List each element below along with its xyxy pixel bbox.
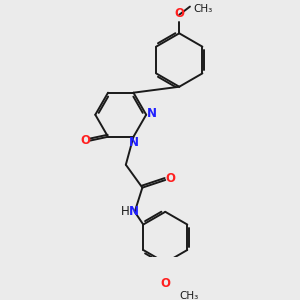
Text: H: H bbox=[121, 205, 129, 218]
Text: N: N bbox=[128, 205, 139, 218]
Text: N: N bbox=[147, 107, 157, 120]
Text: CH₃: CH₃ bbox=[179, 291, 199, 300]
Text: O: O bbox=[160, 277, 170, 290]
Text: O: O bbox=[165, 172, 176, 185]
Text: N: N bbox=[129, 136, 139, 149]
Text: O: O bbox=[80, 134, 90, 147]
Text: O: O bbox=[174, 7, 184, 20]
Text: CH₃: CH₃ bbox=[193, 4, 212, 14]
